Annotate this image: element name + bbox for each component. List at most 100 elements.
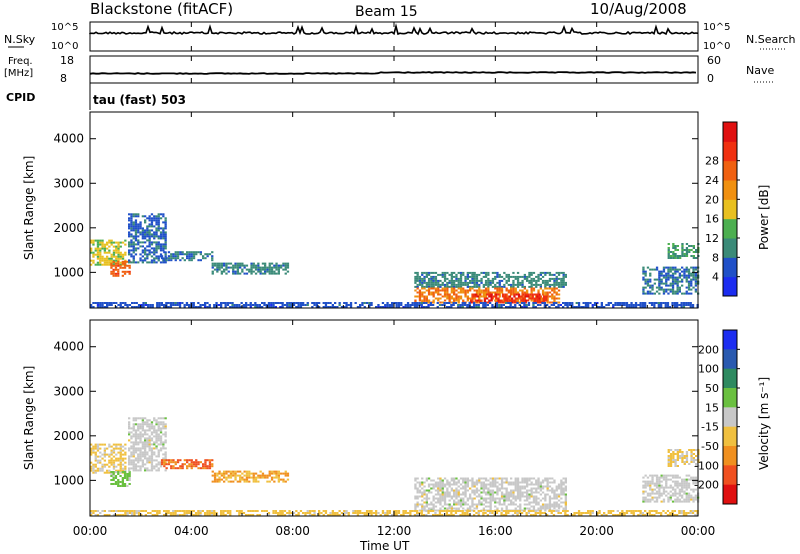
heatmap-cell bbox=[678, 274, 681, 277]
heatmap-cell bbox=[459, 306, 462, 308]
heatmap-cell bbox=[494, 497, 497, 500]
heatmap-cell bbox=[172, 467, 175, 470]
heatmap-cell bbox=[211, 264, 214, 267]
heatmap-cell bbox=[674, 257, 677, 259]
heatmap-cell bbox=[119, 253, 122, 256]
heatmap-cell bbox=[503, 497, 506, 500]
heatmap-cell bbox=[416, 275, 419, 278]
heatmap-cell bbox=[101, 469, 104, 472]
heatmap-cell bbox=[639, 306, 642, 308]
heatmap-cell bbox=[510, 483, 513, 486]
heatmap-cell bbox=[137, 441, 140, 444]
heatmap-cell bbox=[141, 235, 144, 238]
heatmap-cell bbox=[466, 289, 469, 292]
heatmap-cell bbox=[277, 474, 280, 477]
heatmap-cell bbox=[448, 514, 451, 516]
heatmap-cell bbox=[482, 293, 485, 296]
heatmap-cell bbox=[306, 512, 309, 514]
heatmap-cell bbox=[646, 282, 650, 285]
heatmap-cell bbox=[242, 304, 246, 306]
heatmap-cell bbox=[261, 472, 265, 475]
heatmap-cell bbox=[268, 470, 271, 473]
heatmap-cell bbox=[455, 299, 458, 302]
heatmap-cell bbox=[126, 479, 129, 481]
heatmap-cell bbox=[306, 302, 309, 304]
heatmap-cell bbox=[544, 279, 547, 282]
heatmap-cell bbox=[446, 493, 449, 496]
heatmap-cell bbox=[450, 306, 453, 308]
heatmap-cell bbox=[425, 299, 428, 302]
heatmap-cell bbox=[450, 479, 453, 482]
heatmap-cell bbox=[474, 293, 477, 296]
heatmap-cell bbox=[163, 463, 166, 466]
heatmap-cell bbox=[121, 459, 125, 462]
heatmap-cell bbox=[123, 260, 127, 263]
colorbar-segment bbox=[723, 465, 737, 486]
heatmap-cell bbox=[158, 304, 161, 306]
heatmap-cell bbox=[416, 495, 419, 498]
heatmap-cell bbox=[245, 306, 248, 308]
heatmap-cell bbox=[513, 301, 516, 304]
heatmap-cell bbox=[153, 429, 156, 432]
heatmap-cell bbox=[101, 453, 104, 456]
heatmap-cell bbox=[466, 503, 469, 506]
heatmap-cell bbox=[157, 469, 160, 472]
heatmap-cell bbox=[345, 302, 348, 304]
heatmap-cell bbox=[139, 423, 142, 426]
heatmap-cell bbox=[507, 481, 510, 484]
heatmap-cell bbox=[658, 278, 661, 281]
heatmap-cell bbox=[155, 243, 158, 246]
heatmap-cell bbox=[539, 271, 542, 274]
heatmap-cell bbox=[593, 302, 597, 304]
heatmap-cell bbox=[667, 270, 670, 273]
heatmap-cell bbox=[292, 304, 296, 306]
noise-right-tick-bottom: 10^0 bbox=[703, 41, 730, 52]
heatmap-cell bbox=[414, 279, 417, 282]
heatmap-cell bbox=[665, 280, 668, 283]
heatmap-cell bbox=[211, 257, 214, 260]
heatmap-cell bbox=[427, 271, 431, 274]
heatmap-cell bbox=[134, 417, 138, 420]
heatmap-cell bbox=[430, 507, 433, 510]
heatmap-cell bbox=[516, 299, 520, 302]
heatmap-cell bbox=[683, 272, 686, 275]
heatmap-cell bbox=[475, 479, 479, 482]
heatmap-cell bbox=[421, 481, 424, 484]
heatmap-cell bbox=[190, 255, 193, 258]
heatmap-cell bbox=[453, 271, 456, 274]
heatmap-cell bbox=[441, 295, 444, 298]
heatmap-cell bbox=[268, 264, 271, 267]
heatmap-cell bbox=[464, 509, 467, 512]
heatmap-cell bbox=[144, 463, 147, 466]
heatmap-cell bbox=[441, 483, 444, 486]
heatmap-cell bbox=[546, 489, 549, 492]
heatmap-cell bbox=[466, 295, 469, 298]
heatmap-cell bbox=[103, 245, 106, 248]
heatmap-cell bbox=[487, 487, 490, 490]
heatmap-cell bbox=[131, 512, 134, 514]
heatmap-cell bbox=[678, 276, 681, 279]
heatmap-cell bbox=[489, 483, 492, 486]
heatmap-cell bbox=[108, 251, 111, 254]
heatmap-cell bbox=[149, 304, 152, 306]
heatmap-cell bbox=[148, 443, 151, 446]
heatmap-cell bbox=[649, 492, 652, 495]
heatmap-cell bbox=[430, 285, 433, 288]
heatmap-cell bbox=[427, 291, 431, 294]
heatmap-cell bbox=[139, 469, 142, 472]
heatmap-cell bbox=[537, 273, 540, 276]
heatmap-cell bbox=[164, 469, 167, 472]
heatmap-cell bbox=[649, 290, 652, 293]
heatmap-cell bbox=[441, 301, 444, 304]
heatmap-cell bbox=[550, 510, 553, 512]
heatmap-cell bbox=[497, 299, 500, 302]
heatmap-cell bbox=[507, 277, 510, 280]
heatmap-cell bbox=[683, 249, 686, 251]
heatmap-cell bbox=[119, 469, 122, 472]
heatmap-cell bbox=[188, 465, 191, 468]
heatmap-cell bbox=[432, 301, 435, 304]
heatmap-cell bbox=[432, 495, 435, 498]
heatmap-cell bbox=[562, 487, 565, 490]
heatmap-cell bbox=[223, 264, 226, 267]
heatmap-cell bbox=[473, 510, 476, 512]
